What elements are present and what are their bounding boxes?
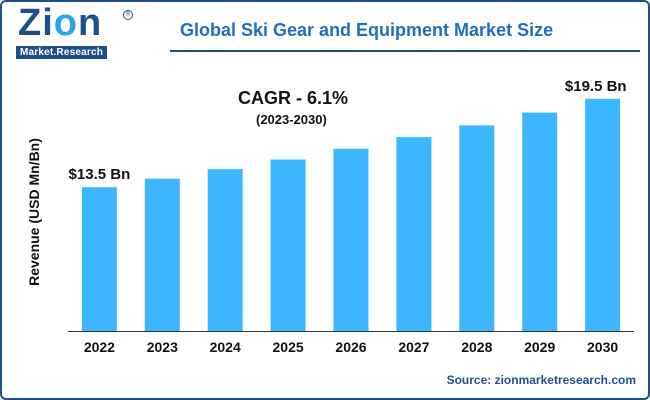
logo-wordmark: Zion bbox=[18, 2, 103, 44]
bar-2026 bbox=[333, 148, 369, 331]
cagr-period: (2023-2030) bbox=[256, 112, 327, 127]
data-label-2030: $19.5 Bn bbox=[565, 78, 627, 95]
bar-2024 bbox=[207, 169, 243, 331]
bar-2025 bbox=[270, 159, 306, 331]
x-tick-2024: 2024 bbox=[210, 339, 241, 355]
x-tick-2022: 2022 bbox=[84, 339, 115, 355]
source-credit: Source: zionmarketresearch.com bbox=[446, 373, 636, 387]
chart-title: Global Ski Gear and Equipment Market Siz… bbox=[180, 20, 554, 40]
logo-subtitle: Market.Research bbox=[16, 46, 108, 59]
title-divider bbox=[170, 50, 640, 52]
x-tick-2030: 2030 bbox=[587, 339, 618, 355]
bar-2027 bbox=[396, 137, 432, 331]
zion-logo[interactable]: Zion ® Market.Research bbox=[16, 2, 134, 59]
bar-2023 bbox=[144, 178, 180, 331]
x-tick-2025: 2025 bbox=[273, 339, 304, 355]
registered-icon: ® bbox=[123, 10, 133, 20]
bar-2022 bbox=[81, 187, 117, 331]
x-tick-2028: 2028 bbox=[461, 339, 492, 355]
x-tick-2026: 2026 bbox=[335, 339, 366, 355]
bar-2029 bbox=[522, 112, 558, 331]
data-label-2022: $13.5 Bn bbox=[69, 166, 131, 183]
cagr-label: CAGR - 6.1% bbox=[238, 88, 349, 108]
bar-2028 bbox=[459, 125, 495, 332]
x-tick-2023: 2023 bbox=[147, 339, 178, 355]
x-tick-2027: 2027 bbox=[398, 339, 429, 355]
bar-2030 bbox=[585, 98, 621, 331]
x-tick-2029: 2029 bbox=[524, 339, 555, 355]
